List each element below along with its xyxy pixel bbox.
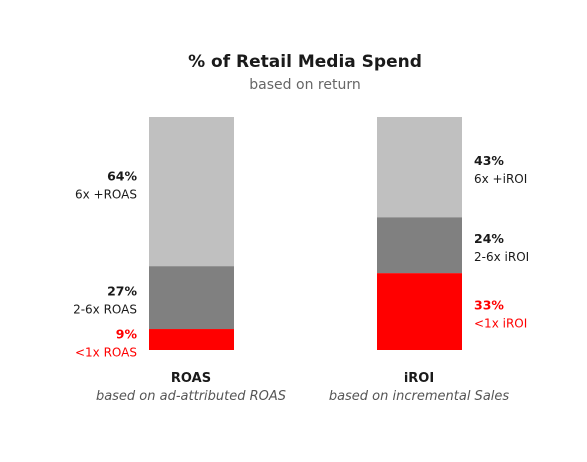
iroi-segment-label: <1x iROI xyxy=(474,317,527,331)
iroi-segment-percent: 24% xyxy=(474,231,504,246)
iroi-segment-label: 6x +iROI xyxy=(474,172,527,186)
chart-title: % of Retail Media Spend xyxy=(188,52,422,72)
iroi-bar-segment xyxy=(377,273,462,350)
bars-group: 9% <1x ROAS 27% 2-6x ROAS 64% 6x +ROAS ROAS bas… xyxy=(73,117,529,404)
roas-category-label: ROAS xyxy=(171,371,211,386)
iroi-bar-segment xyxy=(377,117,462,218)
chart-subtitle: based on return xyxy=(249,77,360,93)
roas-segment-percent: 9% xyxy=(116,327,138,342)
roas-bar-segment xyxy=(149,117,234,267)
roas-category-sublabel: based on ad-attributed ROAS xyxy=(96,389,286,404)
iroi-bar-segment xyxy=(377,217,462,274)
roas-segment-percent: 64% xyxy=(107,169,137,184)
iroi-segment-percent: 43% xyxy=(474,153,504,168)
roas-segment-label: 2-6x ROAS xyxy=(73,303,137,317)
iroi-category-sublabel: based on incremental Sales xyxy=(329,389,510,404)
iroi-segment-label: 2-6x iROI xyxy=(474,250,529,264)
roas-bar-segment xyxy=(149,329,234,350)
iroi-segment-percent: 33% xyxy=(474,298,504,313)
roas-segment-label: <1x ROAS xyxy=(75,346,137,360)
roas-segment-label: 6x +ROAS xyxy=(75,188,137,202)
iroi-category-label: iROI xyxy=(404,371,434,386)
roas-bar-segment xyxy=(149,266,234,330)
roas-segment-percent: 27% xyxy=(107,284,137,299)
